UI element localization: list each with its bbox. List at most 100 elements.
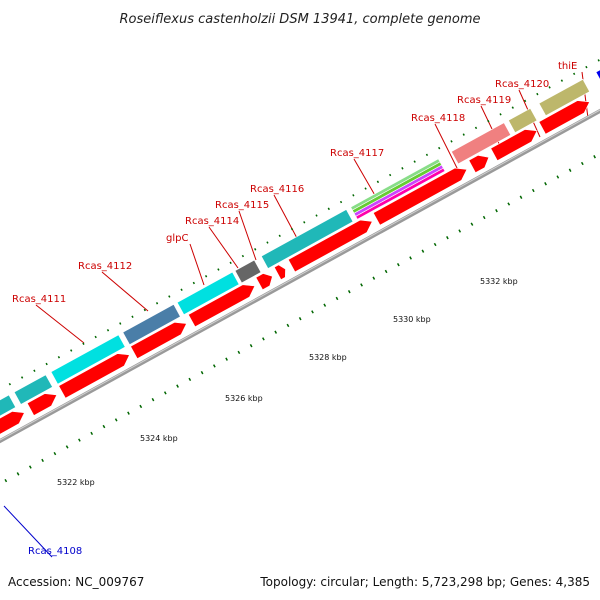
tick-outer <box>327 207 330 211</box>
tick-outer <box>401 167 404 170</box>
tick-inner <box>384 269 388 274</box>
scale-label: 5332 kbp <box>480 277 518 286</box>
cds-arrow <box>287 219 373 273</box>
tick-outer <box>131 315 134 318</box>
label-line-rcas4112 <box>101 271 149 312</box>
tick-inner <box>65 445 69 449</box>
scale-ticks <box>4 59 600 483</box>
gene-label-rcas4116: Rcas_4116 <box>250 184 304 195</box>
cds-arrow <box>372 167 468 226</box>
tick-outer <box>266 241 269 244</box>
tick-outer <box>425 153 429 157</box>
cds-arrow <box>490 129 538 162</box>
tick-outer <box>290 227 294 231</box>
tick-outer <box>413 160 416 163</box>
tick-outer <box>474 126 478 130</box>
tick-outer <box>438 146 441 150</box>
tick-inner <box>519 195 523 199</box>
tick-outer <box>143 308 146 312</box>
tick-outer <box>339 200 343 204</box>
label-line-rcas4114 <box>208 226 239 269</box>
scale-label: 5324 kbp <box>140 434 178 443</box>
scale-label: 5326 kbp <box>225 394 263 403</box>
scale-labels: 5322 kbp 5324 kbp 5326 kbp 5328 kbp 5330 kbp… <box>57 277 518 487</box>
tick-outer <box>573 72 576 76</box>
tick-inner <box>593 155 596 159</box>
tick-inner <box>139 404 143 409</box>
tick-inner <box>16 472 20 476</box>
tick-outer <box>352 194 355 197</box>
label-line-rcas4116 <box>273 194 299 241</box>
tick-outer <box>94 335 97 339</box>
tick-inner <box>495 209 498 213</box>
gene-label-rcas4120: Rcas_4120 <box>495 79 549 90</box>
gene-labels: Rcas_4108 Rcas_4111 Rcas_4112 glpC Rcas_4114… <box>12 61 577 557</box>
tick-inner <box>237 350 241 355</box>
tick-inner <box>568 168 572 172</box>
tick-inner <box>482 215 486 220</box>
tick-inner <box>323 303 327 307</box>
tick-outer <box>204 275 208 278</box>
tick-inner <box>311 310 314 314</box>
tick-inner <box>580 161 584 166</box>
tick-outer <box>33 369 36 372</box>
tick-outer <box>560 79 564 82</box>
tick-inner <box>433 242 437 247</box>
tick-outer <box>106 329 110 332</box>
tick-inner <box>544 182 547 186</box>
label-line-rcas4118 <box>434 123 459 171</box>
tick-inner <box>421 249 425 253</box>
tick-inner <box>458 229 462 233</box>
backbone-highlight <box>0 109 600 441</box>
gene-label-rcas4119: Rcas_4119 <box>457 95 511 106</box>
cog-box <box>260 209 354 269</box>
cds-arrow <box>130 321 187 360</box>
gene-label-rcas4112: Rcas_4112 <box>78 261 132 272</box>
cds-arrow <box>273 264 286 281</box>
tick-outer <box>364 187 367 190</box>
cog-box <box>507 107 538 134</box>
tick-outer <box>82 342 85 345</box>
tick-outer <box>217 268 220 271</box>
tick-inner <box>446 236 449 240</box>
gene-label-glpc: glpC <box>166 233 188 244</box>
cds-arrow <box>0 411 25 435</box>
tick-outer <box>20 376 24 379</box>
tick-outer <box>548 86 551 89</box>
tick-outer <box>499 113 502 116</box>
gene-label-rcas4111: Rcas_4111 <box>12 294 66 305</box>
tick-inner <box>53 451 57 456</box>
tick-outer <box>70 349 73 352</box>
tick-outer <box>254 248 257 251</box>
label-line-rcas4108 <box>3 505 53 558</box>
cds-arrow <box>187 284 256 328</box>
label-line-glpc <box>189 243 205 286</box>
backbone <box>0 108 600 444</box>
scale-label: 5328 kbp <box>309 353 347 362</box>
tick-inner <box>531 188 535 193</box>
cog-box <box>0 394 17 417</box>
gene-label-thie: thiE <box>558 61 577 72</box>
gene-label-rcas4118: Rcas_4118 <box>411 113 465 124</box>
tick-outer <box>241 254 245 258</box>
tick-inner <box>556 175 560 179</box>
tick-inner <box>127 411 130 415</box>
cog-box <box>50 334 126 385</box>
tick-outer <box>450 140 453 143</box>
tick-outer <box>487 119 490 123</box>
scale-label: 5330 kbp <box>393 315 431 324</box>
label-line-rcas4115 <box>238 210 257 261</box>
accession-text: Accession: NC_009767 <box>8 575 144 589</box>
tick-inner <box>470 222 474 226</box>
tick-inner <box>114 418 118 422</box>
cds-arrow <box>538 100 591 135</box>
gene-label-rcas4117: Rcas_4117 <box>330 148 384 159</box>
cog-box <box>538 78 591 117</box>
tick-inner <box>274 330 278 334</box>
tick-inner <box>90 431 94 436</box>
tick-outer <box>523 99 527 103</box>
tick-outer <box>462 133 465 136</box>
tick-inner <box>188 377 192 382</box>
tick-inner <box>225 357 228 361</box>
tick-inner <box>262 337 265 341</box>
